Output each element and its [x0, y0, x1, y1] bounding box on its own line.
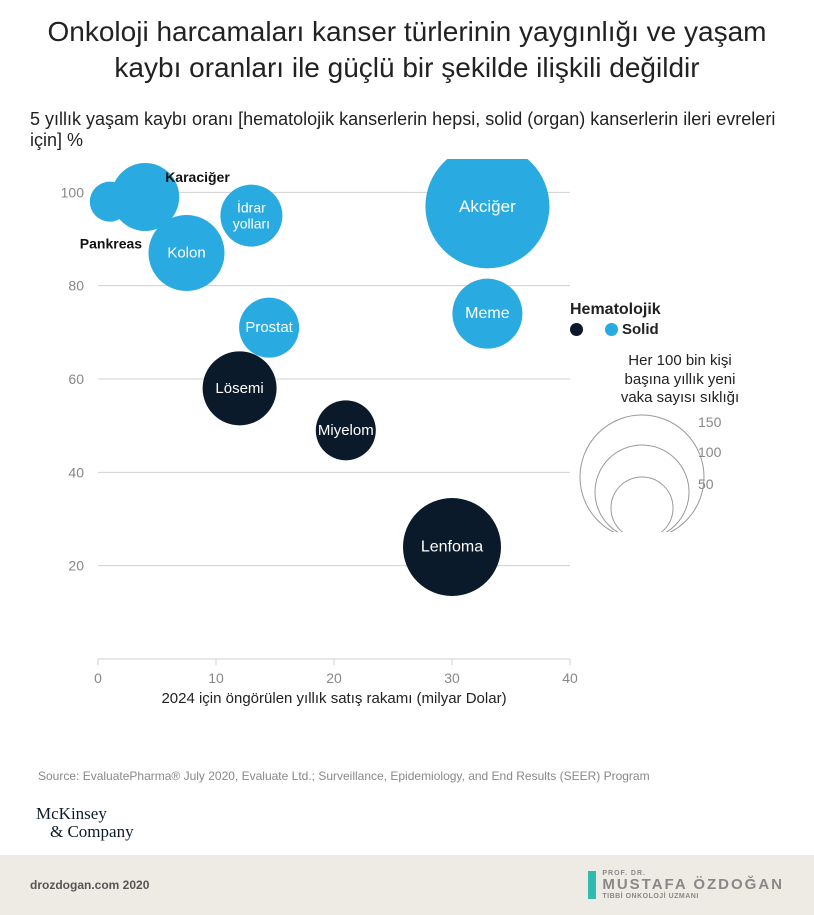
chart-title: Onkoloji harcamaları kanser türlerinin y… [0, 0, 814, 95]
svg-text:10: 10 [208, 670, 224, 686]
legend-category-title: Hematolojik [570, 301, 790, 319]
svg-text:100: 100 [698, 444, 722, 460]
svg-text:Kolon: Kolon [167, 244, 205, 261]
legend: Hematolojik Solid Her 100 bin kişibaşına… [570, 301, 790, 544]
svg-text:Karaciğer: Karaciğer [165, 169, 230, 185]
legend-label: Solid [622, 321, 659, 338]
svg-text:Lenfoma: Lenfoma [421, 538, 483, 555]
svg-text:40: 40 [68, 464, 84, 480]
svg-text:Meme: Meme [465, 305, 510, 322]
ozdogan-logo: PROF. DR. MUSTAFA ÖZDOĞAN TIBBİ ONKOLOJİ… [588, 870, 784, 900]
svg-text:2024 için öngörülen yıllık sat: 2024 için öngörülen yıllık satış rakamı … [161, 690, 506, 707]
svg-text:40: 40 [562, 670, 578, 686]
mckinsey-logo: McKinsey & Company [0, 797, 814, 855]
svg-text:80: 80 [68, 277, 84, 293]
bubble-chart: 20 40 60 80 100 0 10 20 30 40 2024 için öngörülen … [20, 159, 590, 719]
bubble-Pankreas [90, 181, 130, 221]
svg-text:Lösemi: Lösemi [215, 380, 263, 397]
ozdogan-line2: MUSTAFA ÖZDOĞAN [602, 877, 784, 893]
svg-text:100: 100 [61, 184, 85, 200]
svg-text:150: 150 [698, 414, 722, 430]
svg-text:İdrar: İdrar [237, 198, 266, 215]
legend-swatch [570, 323, 583, 336]
legend-row: Solid [570, 321, 790, 338]
svg-text:60: 60 [68, 371, 84, 387]
svg-text:0: 0 [94, 670, 102, 686]
infographic-page: Onkoloji harcamaları kanser türlerinin y… [0, 0, 814, 915]
svg-text:50: 50 [698, 476, 714, 492]
svg-text:McKinsey: McKinsey [36, 804, 107, 823]
legend-swatch [605, 323, 618, 336]
svg-text:20: 20 [68, 557, 84, 573]
svg-text:Pankreas: Pankreas [80, 235, 142, 251]
svg-text:& Company: & Company [50, 822, 134, 841]
chart-subtitle: 5 yıllık yaşam kaybı oranı [hematolojik … [0, 95, 814, 159]
svg-text:Miyelom: Miyelom [318, 422, 374, 439]
svg-text:30: 30 [444, 670, 460, 686]
svg-text:yolları: yolları [233, 215, 270, 231]
svg-text:20: 20 [326, 670, 342, 686]
svg-text:Prostat: Prostat [245, 319, 293, 336]
legend-size-rings: 150 100 50 [570, 414, 740, 544]
ozdogan-bar-icon [588, 871, 596, 899]
legend-size-title: Her 100 bin kişibaşına yıllık yenivaka s… [570, 352, 790, 408]
svg-text:Akciğer: Akciğer [459, 197, 516, 216]
ozdogan-line3: TIBBİ ONKOLOJİ UZMANI [602, 893, 784, 900]
source-text: Source: EvaluatePharma® July 2020, Evalu… [0, 719, 814, 797]
footer-left: drozdogan.com 2020 [30, 878, 149, 892]
